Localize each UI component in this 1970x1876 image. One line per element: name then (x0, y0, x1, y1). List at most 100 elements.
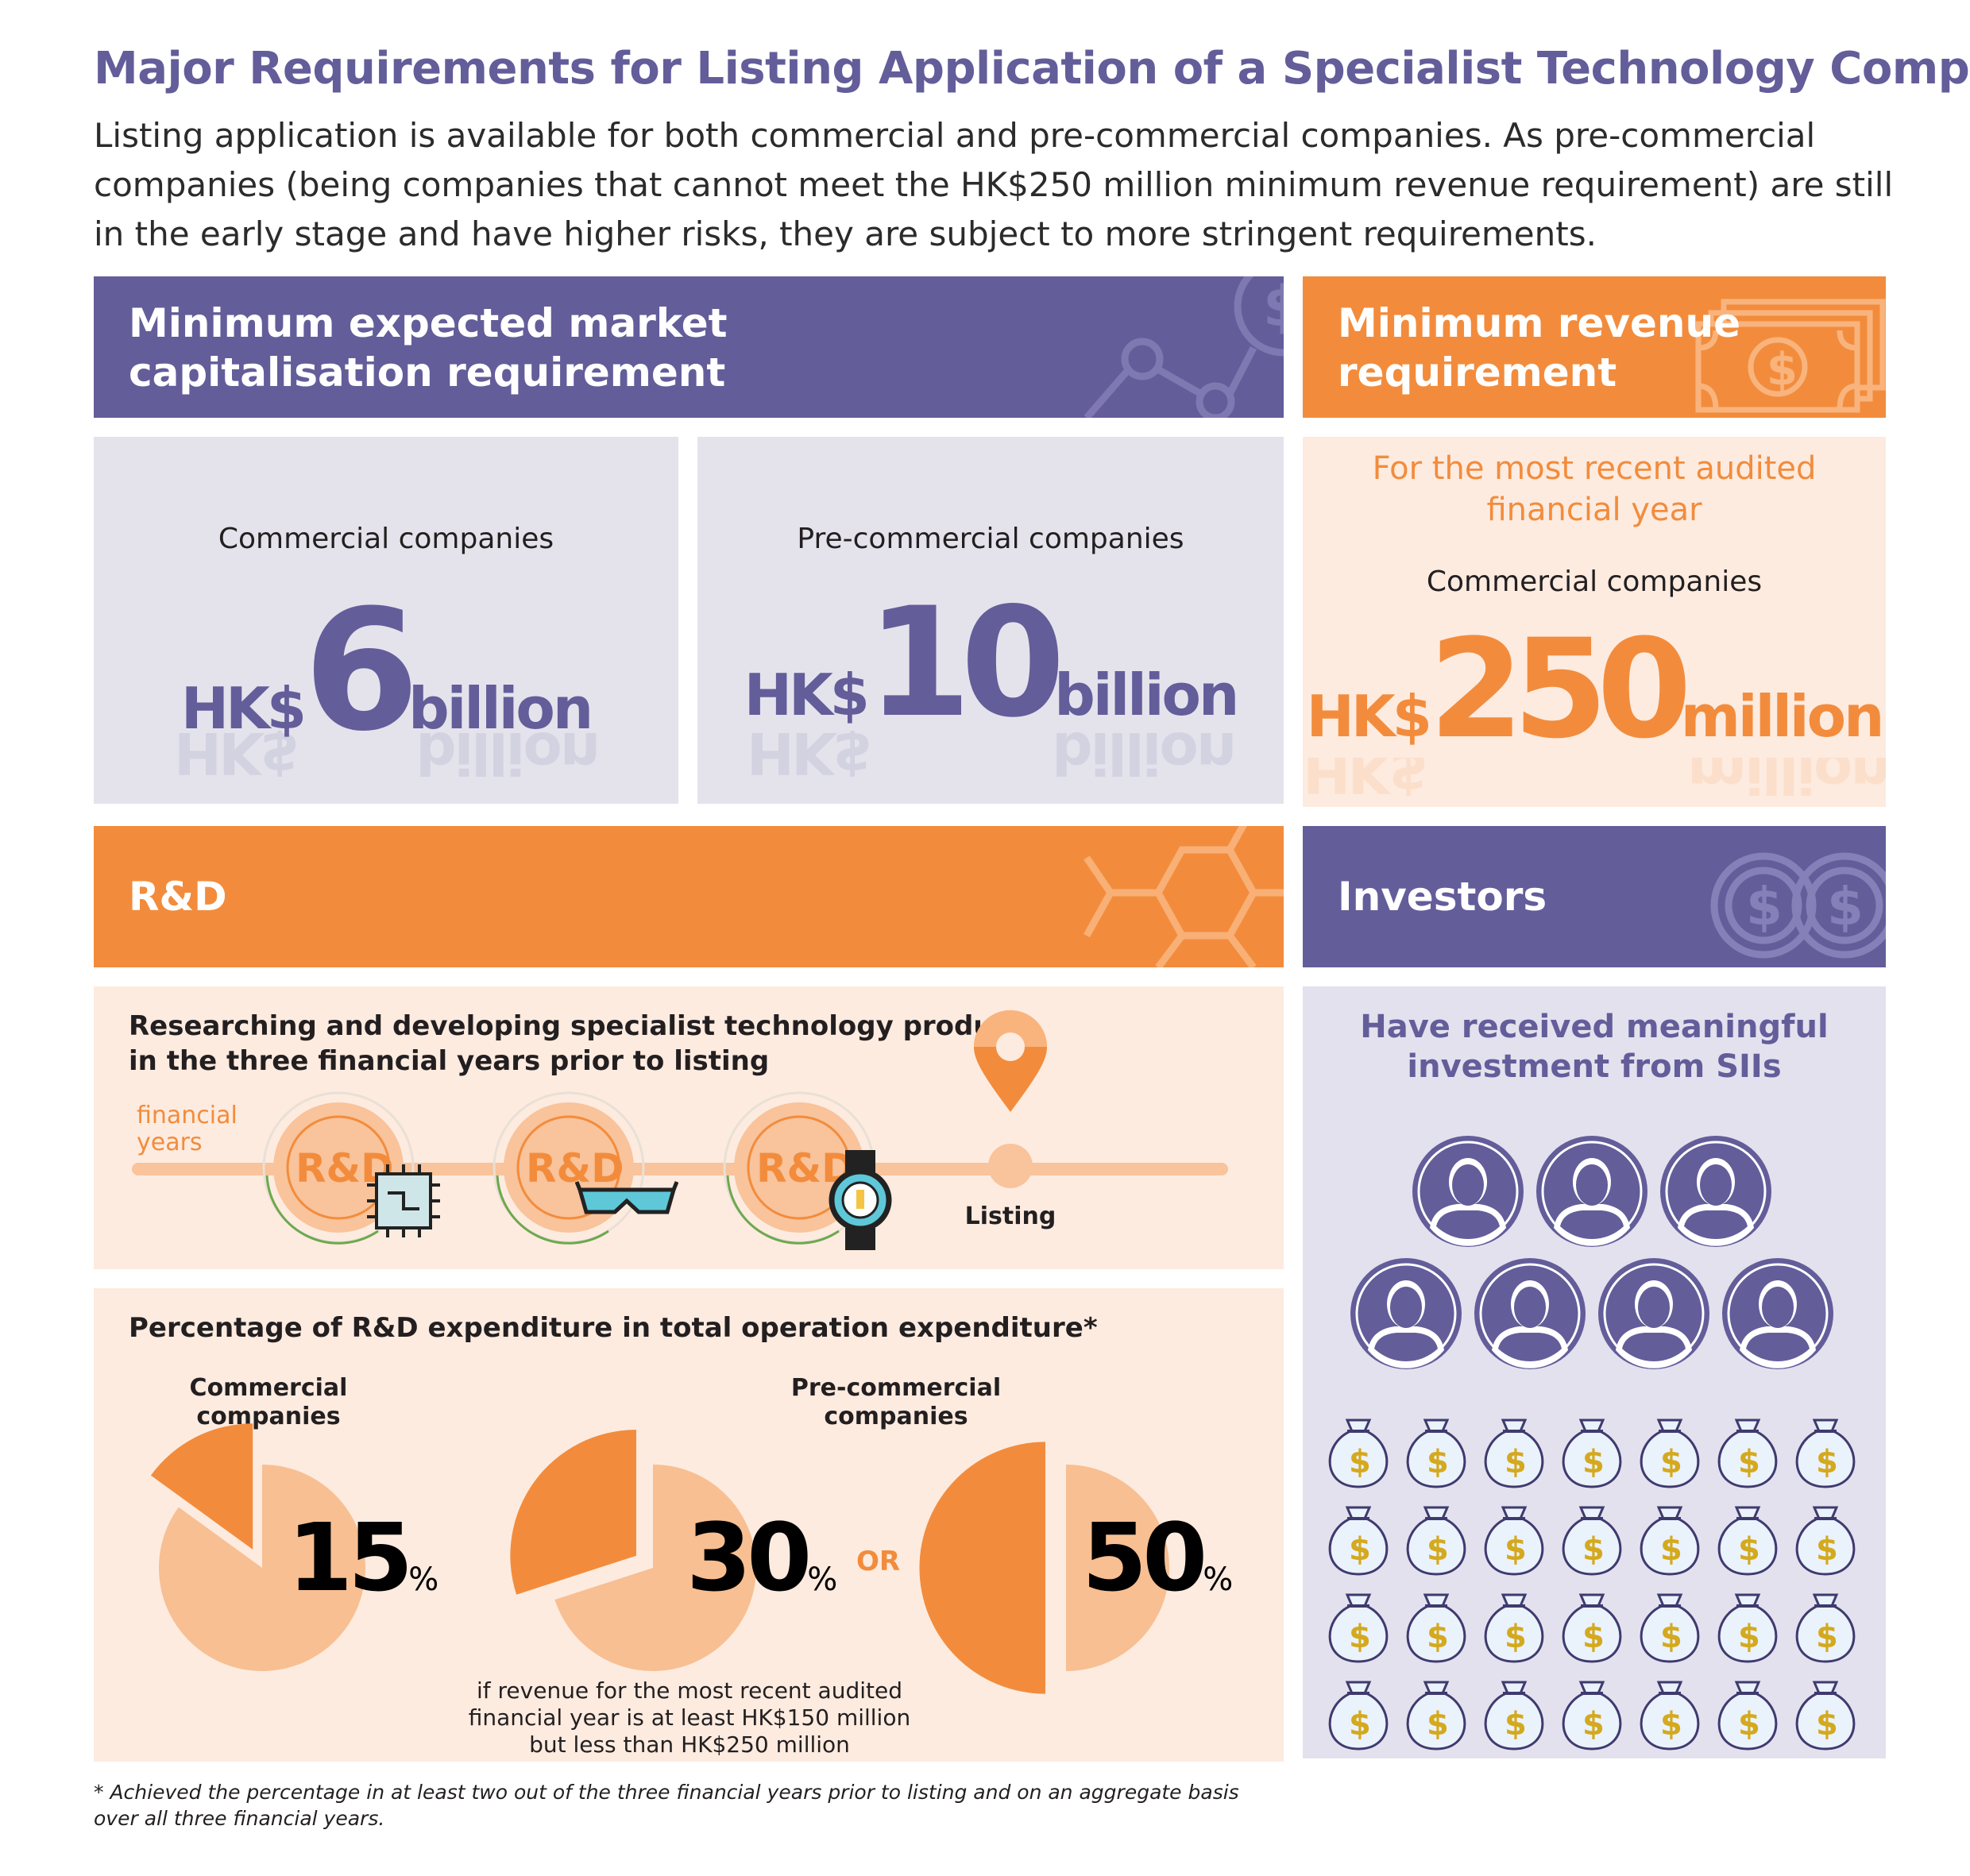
footnote-line1: * Achieved the percentage in at least tw… (94, 1781, 1239, 1804)
market-cap-header: $ Minimum expected market capitalisation… (94, 276, 1284, 418)
revenue-header: $ Minimum revenue requirement (1303, 276, 1886, 418)
smartwatch-icon (825, 1148, 896, 1255)
pie-slice (919, 1442, 1045, 1694)
money-bag-icon: $ (1406, 1681, 1466, 1751)
svg-text:$: $ (1816, 1706, 1838, 1743)
svg-text:$: $ (1349, 1619, 1371, 1655)
revenue-unit: million (1680, 683, 1884, 750)
commercial-cap-value: HK$6billion (94, 588, 678, 755)
investor-avatar-icon (1722, 1258, 1833, 1369)
money-bag-icon: $ (1484, 1506, 1544, 1576)
molecule-icon (1084, 826, 1284, 967)
investors-text: Have received meaningful investment from… (1303, 1007, 1886, 1087)
svg-text:$: $ (1746, 876, 1783, 937)
revenue-value: HK$250million (1303, 621, 1886, 758)
revenue-panel: For the most recent audited financial ye… (1303, 437, 1886, 807)
money-bag-icon: $ (1328, 1681, 1389, 1751)
market-cap-heading-line1: Minimum expected market (129, 300, 728, 346)
rnd-expenditure-panel: Percentage of R&D expenditure in total o… (94, 1288, 1284, 1762)
money-bag-icon: $ (1717, 1593, 1778, 1663)
axis-label-line2: years (137, 1129, 203, 1156)
currency-reflection: HK$ (173, 731, 297, 786)
svg-text:$: $ (1505, 1619, 1527, 1655)
currency: HK$ (1306, 683, 1432, 750)
money-bag-icon: $ (1406, 1419, 1466, 1488)
money-bag-icon: $ (1484, 1593, 1544, 1663)
revenue-heading-line1: Minimum revenue (1338, 300, 1741, 346)
money-bag-icon: $ (1406, 1506, 1466, 1576)
pct-sign: % (807, 1561, 838, 1598)
pct-sign: % (408, 1561, 439, 1598)
precommercial-cap-reflection: HK$ billion (697, 731, 1284, 786)
money-bag-icon: $ (1795, 1593, 1856, 1663)
cap-unit: billion (1054, 662, 1239, 728)
rnd-heading: R&D (129, 874, 227, 920)
market-cap-commercial-panel: Commercial companies HK$6billion HK$ bill… (94, 437, 678, 804)
pct-commercial: 15% (288, 1503, 438, 1612)
money-bag-icon: $ (1328, 1506, 1389, 1576)
pie-remainder (554, 1465, 756, 1671)
svg-text:$: $ (1427, 1444, 1449, 1480)
rnd-timeline-panel: Researching and developing specialist te… (94, 986, 1284, 1269)
listing-label: Listing (964, 1202, 1056, 1230)
money-bag-icon: $ (1795, 1419, 1856, 1488)
svg-text:$: $ (1582, 1444, 1605, 1480)
money-bag-icon: $ (1406, 1593, 1466, 1663)
pie-chart (150, 1423, 365, 1671)
pct-commercial-value: 15 (288, 1503, 413, 1612)
svg-text:$: $ (1427, 1619, 1449, 1655)
money-bag-icon: $ (1562, 1593, 1622, 1663)
commercial-label-line1: Commercial (189, 1374, 348, 1402)
revenue-heading: Minimum revenue requirement (1338, 299, 1740, 397)
svg-text:$: $ (1816, 1444, 1838, 1480)
chip-icon (364, 1161, 443, 1244)
svg-text:$: $ (1738, 1531, 1760, 1568)
money-bag-icon: $ (1562, 1681, 1622, 1751)
pie-slice (150, 1423, 253, 1550)
revenue-label: Commercial companies (1426, 566, 1763, 598)
cap-amount: 6 (303, 573, 419, 768)
revenue-period: For the most recent audited financial ye… (1303, 448, 1886, 531)
svg-text:$: $ (1816, 1531, 1838, 1568)
condition-line3: but less than HK$250 million (529, 1731, 850, 1758)
pct-pre-b-value: 50 (1082, 1503, 1207, 1612)
pct-precommercial-a: 30% (686, 1503, 837, 1612)
money-bag-icon: $ (1640, 1506, 1700, 1576)
revenue-amount: 250 (1428, 609, 1692, 769)
rnd-timeline-text: Researching and developing specialist te… (129, 1009, 1037, 1079)
investors-text-line1: Have received meaningful (1360, 1009, 1829, 1045)
commercial-label-line2: companies (196, 1403, 341, 1430)
money-bag-icon: $ (1562, 1506, 1622, 1576)
svg-text:$: $ (1505, 1444, 1527, 1480)
unit-reflection: billion (1052, 731, 1235, 786)
investors-header: $ $ Investors (1303, 826, 1886, 967)
footnote-line2: over all three financial years. (94, 1807, 385, 1830)
revenue-reflection: HK$ million (1303, 758, 1886, 805)
market-cap-precommercial-panel: Pre-commercial companies HK$10billion HK… (697, 437, 1284, 804)
investor-avatar-icon (1536, 1136, 1647, 1247)
location-pin-icon (974, 1010, 1047, 1112)
financial-years-label: financial years (137, 1102, 238, 1156)
svg-text:$: $ (1349, 1444, 1371, 1480)
investors-panel: Have received meaningful investment from… (1303, 986, 1886, 1758)
investor-avatar-icon (1412, 1136, 1524, 1247)
rnd-year-badge: R&D (489, 1088, 648, 1250)
svg-text:$: $ (1738, 1619, 1760, 1655)
svg-text:$: $ (1816, 1619, 1838, 1655)
currency-reflection: HK$ (1303, 758, 1426, 805)
page-title: Major Requirements for Listing Applicati… (94, 43, 1970, 95)
svg-text:$: $ (1263, 276, 1284, 339)
condition-line2: financial year is at least HK$150 millio… (468, 1704, 911, 1731)
or-label: OR (856, 1546, 901, 1577)
money-bag-icon: $ (1562, 1419, 1622, 1488)
precommercial-cap-value: HK$10billion (697, 588, 1284, 739)
rnd-header: R&D (94, 826, 1284, 967)
pie-slice (510, 1430, 636, 1595)
svg-text:$: $ (1827, 876, 1864, 937)
commercial-pie-label: Commercial companies (173, 1374, 364, 1431)
pct-sign: % (1203, 1561, 1234, 1598)
money-bag-icon: $ (1640, 1419, 1700, 1488)
pie-chart (510, 1430, 756, 1671)
currency: HK$ (744, 662, 870, 728)
svg-text:$: $ (1738, 1444, 1760, 1480)
